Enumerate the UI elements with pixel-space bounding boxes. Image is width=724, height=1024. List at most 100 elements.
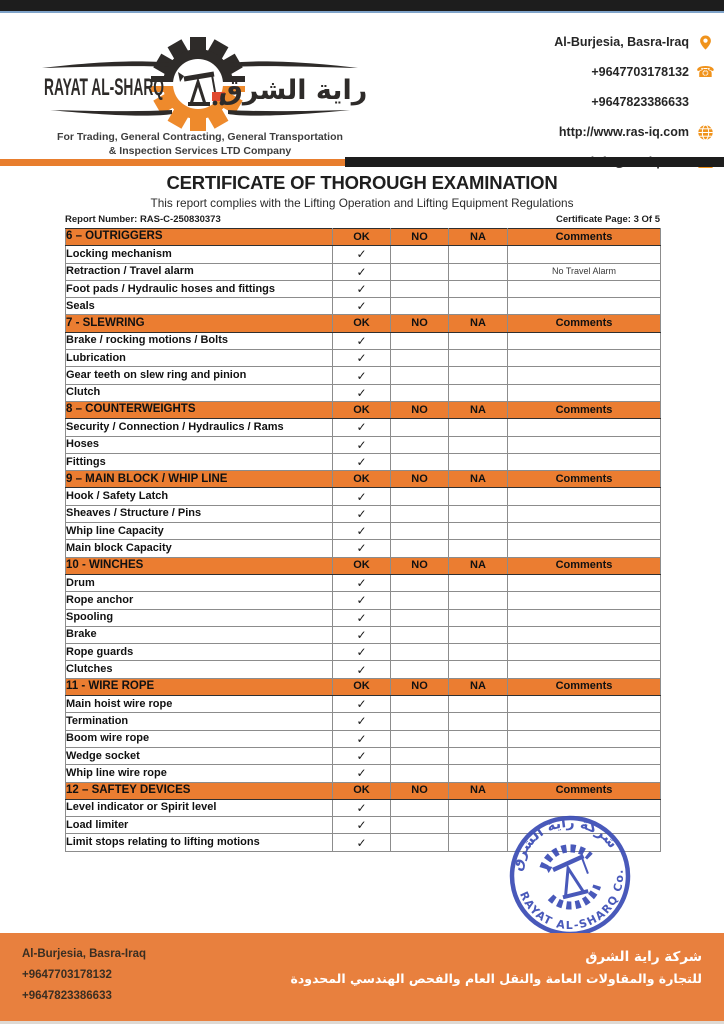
no-cell xyxy=(390,522,449,541)
ok-cell: ✓ xyxy=(332,833,391,852)
section-title: 11 - WIRE ROPE xyxy=(65,677,333,697)
no-cell xyxy=(390,383,449,402)
no-cell xyxy=(390,245,449,264)
item-label: Retraction / Travel alarm xyxy=(65,262,333,281)
na-cell xyxy=(448,798,508,818)
no-cell xyxy=(390,660,449,679)
item-label: Whip line Capacity xyxy=(65,522,333,541)
ok-cell: ✓ xyxy=(332,591,391,610)
column-header: OK xyxy=(332,556,391,575)
section-header-row: 6 – OUTRIGGERS OK NO NA Comments xyxy=(65,227,661,247)
comment-cell xyxy=(507,729,661,748)
no-cell xyxy=(390,643,449,662)
no-cell xyxy=(390,349,449,368)
checklist-row: Locking mechanism ✓ xyxy=(65,245,661,264)
column-header: NO xyxy=(390,314,449,333)
ok-cell: ✓ xyxy=(332,418,391,437)
checklist-row: Brake ✓ xyxy=(65,625,661,645)
divider-black-segment xyxy=(345,157,724,167)
ok-cell: ✓ xyxy=(332,660,391,679)
header-divider xyxy=(0,157,724,167)
comment-cell xyxy=(507,643,661,662)
item-label: Clutch xyxy=(65,383,333,402)
ok-cell: ✓ xyxy=(332,816,391,835)
report-number: Report Number: RAS-C-250830373 xyxy=(65,214,221,225)
comment-cell xyxy=(507,487,661,506)
column-header: NA xyxy=(448,470,508,489)
section-header-row: 10 - WINCHES OK NO NA Comments xyxy=(65,556,661,575)
checklist-row: Foot pads / Hydraulic hoses and fittings… xyxy=(65,279,661,299)
contact-phone-1: +9647703178132 xyxy=(591,65,689,79)
section-title: 7 - SLEWRING xyxy=(65,314,333,333)
company-name-ar: راية الشرق xyxy=(219,75,368,106)
no-cell xyxy=(390,833,449,852)
item-label: Rope guards xyxy=(65,643,333,662)
checklist-row: Termination ✓ xyxy=(65,712,661,731)
checklist-row: Main hoist wire rope ✓ xyxy=(65,695,661,714)
checklist-row: Brake / rocking motions / Bolts ✓ xyxy=(65,331,661,351)
item-label: Seals xyxy=(65,297,333,316)
comment-cell xyxy=(507,712,661,731)
no-cell xyxy=(390,297,449,316)
column-header: Comments xyxy=(507,677,661,697)
footer-phone-2: +9647823386633 xyxy=(22,990,112,1002)
checklist-row: Whip line Capacity ✓ xyxy=(65,522,661,541)
checklist-row: Limit stops relating to lifting motions ✓ xyxy=(65,833,661,852)
checklist-row: Rope guards ✓ xyxy=(65,643,661,662)
comment-cell xyxy=(507,418,661,437)
checklist-row: Hook / Safety Latch ✓ xyxy=(65,487,661,506)
checklist-row: Main block Capacity ✓ xyxy=(65,539,661,558)
item-label: Level indicator or Spirit level xyxy=(65,798,333,818)
item-label: Spooling xyxy=(65,608,333,627)
na-cell xyxy=(448,729,508,748)
no-cell xyxy=(390,452,449,472)
item-label: Load limiter xyxy=(65,816,333,835)
item-label: Boom wire rope xyxy=(65,729,333,748)
comment-cell xyxy=(507,435,661,454)
footer: Al-Burjesia, Basra-Iraq +9647703178132 +… xyxy=(0,933,724,1024)
comment-cell xyxy=(507,522,661,541)
contact-address: Al-Burjesia, Basra-Iraq xyxy=(554,35,689,49)
ok-cell: ✓ xyxy=(332,383,391,402)
item-label: Main hoist wire rope xyxy=(65,695,333,714)
no-cell xyxy=(390,695,449,714)
na-cell xyxy=(448,695,508,714)
footer-services-ar: للتجارة والمقاولات العامة والنقل العام و… xyxy=(290,971,703,986)
column-header: Comments xyxy=(507,781,661,800)
na-cell xyxy=(448,245,508,264)
na-cell xyxy=(448,435,508,454)
na-cell xyxy=(448,764,508,783)
checklist-row: Wedge socket ✓ xyxy=(65,746,661,766)
na-cell xyxy=(448,660,508,679)
certificate-title: CERTIFICATE OF THOROUGH EXAMINATION xyxy=(166,172,558,193)
column-header: OK xyxy=(332,470,391,489)
divider-orange-segment xyxy=(0,159,345,166)
ok-cell: ✓ xyxy=(332,608,391,627)
footer-company-name-ar: شركة راية الشرق xyxy=(585,949,702,965)
item-label: Gear teeth on slew ring and pinion xyxy=(65,366,333,385)
column-header: NO xyxy=(390,556,449,575)
contact-address-row: Al-Burjesia, Basra-Iraq xyxy=(554,33,714,51)
column-header: Comments xyxy=(507,556,661,575)
no-cell xyxy=(390,729,449,748)
na-cell xyxy=(448,383,508,402)
checklist-row: Spooling ✓ xyxy=(65,608,661,627)
ok-cell: ✓ xyxy=(332,279,391,299)
no-cell xyxy=(390,539,449,558)
ok-cell: ✓ xyxy=(332,798,391,818)
no-cell xyxy=(390,366,449,385)
ok-cell: ✓ xyxy=(332,712,391,731)
na-cell xyxy=(448,591,508,610)
na-cell xyxy=(448,608,508,627)
column-header: NA xyxy=(448,227,508,247)
comment-cell xyxy=(507,383,661,402)
na-cell xyxy=(448,625,508,645)
no-cell xyxy=(390,504,449,524)
item-label: Hook / Safety Latch xyxy=(65,487,333,506)
header: RAYAT AL-SHARQ راية الشرق For Trading, G… xyxy=(0,13,724,169)
checklist-row: Whip line wire rope ✓ xyxy=(65,764,661,783)
item-label: Termination xyxy=(65,712,333,731)
column-header: NO xyxy=(390,781,449,800)
ok-cell: ✓ xyxy=(332,695,391,714)
item-label: Security / Connection / Hydraulics / Ram… xyxy=(65,418,333,437)
